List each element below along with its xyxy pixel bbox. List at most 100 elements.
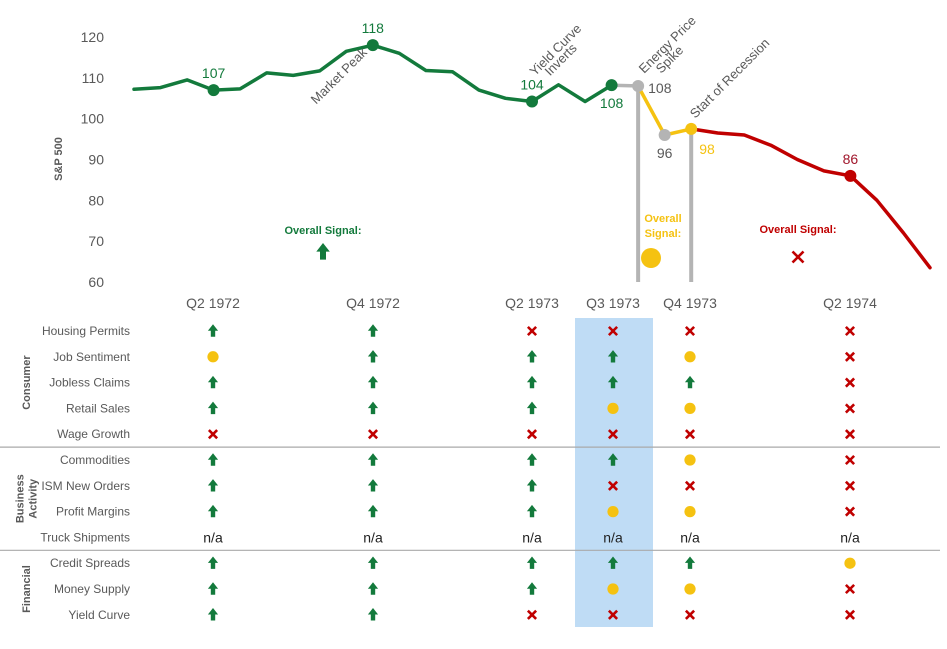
y-tick-label: 70	[88, 233, 104, 249]
cross-icon	[526, 325, 538, 337]
cross-stroke	[844, 454, 856, 466]
cross-stroke	[526, 429, 538, 440]
up-arrow-icon	[684, 375, 696, 389]
cross-stroke	[684, 325, 696, 337]
overall-signal-label-line2: Signal:	[645, 228, 682, 240]
cross-stroke	[607, 429, 619, 440]
cross-stroke	[607, 609, 619, 620]
y-tick-label: 110	[82, 70, 105, 86]
overall-yellow-dot-icon	[641, 248, 661, 268]
yellow-dot-icon	[684, 454, 696, 466]
group-label: Activity	[28, 478, 40, 519]
na-cell: n/a	[363, 529, 383, 545]
cross-icon	[684, 429, 696, 440]
cross-icon	[607, 429, 619, 440]
cross-icon	[844, 377, 856, 388]
cross-icon	[607, 480, 619, 491]
yellow-dot-icon	[684, 351, 696, 363]
up-arrow-icon	[207, 608, 219, 621]
data-point	[366, 39, 379, 52]
group-label: Financial	[21, 565, 33, 613]
cross-icon	[684, 480, 696, 491]
group-label: Consumer	[21, 355, 33, 410]
yellow-dot-icon	[607, 583, 619, 595]
data-point	[526, 95, 538, 108]
up-arrow-icon	[207, 324, 219, 337]
cross-icon	[844, 583, 856, 595]
up-arrow-icon	[526, 453, 538, 466]
up-arrow-icon	[207, 556, 219, 569]
yellow-dot-icon	[684, 505, 696, 518]
y-axis-label: S&P 500	[53, 137, 65, 181]
up-arrow-icon	[526, 479, 538, 492]
na-cell: n/a	[840, 529, 860, 545]
yellow-dot-icon	[607, 402, 619, 415]
cross-icon	[844, 351, 856, 362]
data-point	[844, 169, 857, 182]
x-tick-label: Q2 1972	[186, 295, 240, 311]
cross-stroke	[844, 583, 856, 595]
up-arrow-icon	[367, 608, 379, 621]
up-arrow-icon	[367, 582, 379, 595]
yellow-dot-icon	[844, 557, 856, 569]
row-label: Wage Growth	[57, 427, 130, 441]
cross-icon	[844, 480, 856, 491]
up-arrow-icon	[526, 401, 538, 415]
cross-icon	[844, 506, 856, 517]
cross-stroke	[684, 480, 696, 491]
up-arrow-icon	[367, 453, 379, 466]
cross-icon	[526, 609, 538, 620]
cross-icon	[844, 454, 856, 466]
cross-stroke	[607, 480, 619, 491]
up-arrow-icon	[607, 453, 619, 466]
up-arrow-icon	[526, 375, 538, 389]
x-tick-label: Q4 1973	[663, 295, 717, 311]
data-label: 86	[843, 151, 859, 167]
data-point	[685, 122, 698, 135]
cross-icon	[207, 429, 219, 440]
cross-icon	[367, 429, 379, 440]
up-arrow-icon	[367, 479, 379, 492]
highlight-column	[575, 318, 653, 627]
up-arrow-icon	[367, 401, 379, 415]
cross-stroke	[684, 429, 696, 440]
cross-stroke	[844, 506, 856, 517]
up-arrow-icon	[526, 350, 538, 363]
na-cell: n/a	[522, 529, 542, 545]
annotation: Start of Recession	[687, 35, 773, 121]
cross-stroke	[844, 351, 856, 362]
cross-icon	[607, 609, 619, 620]
cross-stroke	[844, 480, 856, 491]
up-arrow-icon	[207, 401, 219, 415]
cross-stroke	[844, 403, 856, 414]
row-label: Commodities	[60, 453, 130, 467]
up-arrow-icon	[526, 582, 538, 595]
overall-up-arrow-icon	[316, 243, 330, 260]
overall-cross-icon	[791, 250, 805, 264]
up-arrow-icon	[207, 375, 219, 389]
data-label: 98	[699, 141, 715, 157]
group-label: Business	[15, 474, 27, 523]
up-arrow-icon	[367, 350, 379, 363]
cross-stroke	[607, 325, 619, 337]
up-arrow-icon	[607, 375, 619, 389]
up-arrow-icon	[367, 324, 379, 337]
x-tick-label: Q2 1974	[823, 295, 877, 311]
data-point	[632, 80, 645, 92]
cross-icon	[607, 325, 619, 337]
y-tick-label: 60	[88, 274, 104, 290]
cross-icon	[684, 609, 696, 620]
cross-icon	[844, 403, 856, 414]
x-tick-label: Q2 1973	[505, 295, 559, 311]
data-label: 108	[600, 95, 624, 111]
y-tick-label: 90	[88, 152, 104, 168]
data-label: 108	[648, 80, 672, 96]
row-label: Yield Curve	[68, 608, 130, 622]
data-label: 96	[657, 145, 673, 161]
overall-signal-label: Overall Signal:	[284, 225, 361, 237]
cross-stroke	[791, 250, 805, 264]
annotation: Market Peak	[308, 44, 371, 107]
row-label: Profit Margins	[56, 505, 130, 519]
x-tick-label: Q3 1973	[586, 295, 640, 311]
